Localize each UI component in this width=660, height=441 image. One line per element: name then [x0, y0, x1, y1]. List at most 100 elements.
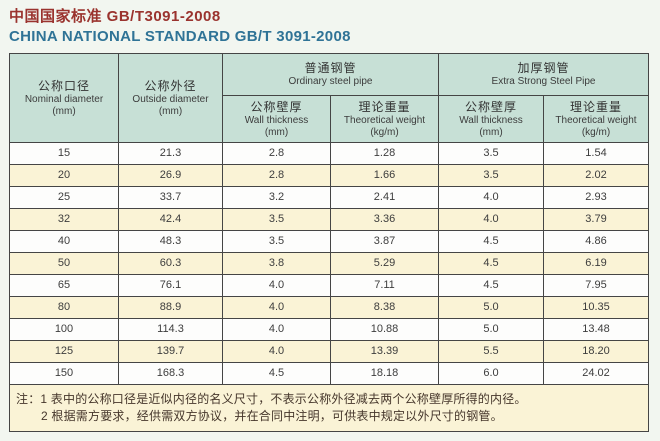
pipe-spec-table: 公称口径 Nominal diameter (mm) 公称外径 Outside …: [8, 52, 650, 433]
ordinary-wall-thickness-cell: 4.0: [222, 339, 331, 363]
notes-cell: 注：1 表中的公称口径是近似内径的名义尺寸，不表示公称外径减去两个公称壁厚所得的…: [8, 383, 650, 433]
table-row: 40 48.3 3.5 3.87 4.5 4.86: [9, 229, 650, 253]
table-row: 125 139.7 4.0 13.39 5.5 18.20: [9, 339, 650, 363]
ordinary-wall-thickness-cell: 3.5: [222, 229, 331, 253]
ordinary-wall-thickness-cell: 3.8: [222, 251, 331, 275]
header-nominal-diameter-en: Nominal diameter: [24, 93, 104, 105]
table-row: 15 21.3 2.8 1.28 3.5 1.54: [9, 141, 650, 165]
nominal-diameter-cell: 125: [9, 339, 119, 363]
extra-wall-thickness-cell: 3.5: [438, 163, 544, 187]
note-line-1: 注：1 表中的公称口径是近似内径的名义尺寸，不表示公称外径减去两个公称壁厚所得的…: [16, 391, 527, 406]
outside-diameter-cell: 76.1: [118, 273, 223, 297]
extra-weight-cell: 1.54: [542, 141, 650, 165]
header-ordinary-weight-unit: (kg/m): [370, 127, 399, 138]
ordinary-weight-cell: 1.66: [330, 163, 439, 187]
extra-weight-cell: 4.86: [542, 229, 650, 253]
extra-wall-thickness-cell: 4.5: [438, 229, 544, 253]
extra-wall-thickness-cell: 4.5: [438, 251, 544, 275]
header-group-ordinary-en: Ordinary steel pipe: [288, 76, 373, 88]
ordinary-weight-cell: 3.36: [330, 207, 439, 231]
ordinary-weight-cell: 5.29: [330, 251, 439, 275]
header-extra-wall-zh: 公称壁厚: [464, 99, 517, 114]
outside-diameter-cell: 88.9: [118, 295, 223, 319]
table-row: 80 88.9 4.0 8.38 5.0 10.35: [9, 295, 650, 319]
ordinary-wall-thickness-cell: 2.8: [222, 163, 331, 187]
table-row: 150 168.3 4.5 18.18 6.0 24.02: [9, 361, 650, 385]
extra-wall-thickness-cell: 4.0: [438, 207, 544, 231]
header-extra-wall-unit: (mm): [479, 127, 503, 138]
header-extra-weight-en: Theoretical weight: [555, 114, 637, 126]
header-ordinary-wall-en: Wall thickness: [244, 114, 309, 126]
outside-diameter-cell: 42.4: [118, 207, 223, 231]
header-row-groups: 公称口径 Nominal diameter (mm) 公称外径 Outside …: [9, 52, 650, 143]
header-ordinary-weight-zh: 理论重量: [358, 99, 411, 114]
header-outside-diameter-zh: 公称外径: [144, 78, 197, 93]
extra-wall-thickness-cell: 5.5: [438, 339, 544, 363]
extra-weight-cell: 13.48: [542, 317, 650, 341]
header-extra-weight: 理论重量 Theoretical weight (kg/m): [542, 94, 650, 143]
outside-diameter-cell: 114.3: [118, 317, 223, 341]
header-extra-wall-thickness: 公称壁厚 Wall thickness (mm): [438, 94, 544, 143]
extra-weight-cell: 10.35: [542, 295, 650, 319]
outside-diameter-cell: 139.7: [118, 339, 223, 363]
header-group-ordinary-zh: 普通钢管: [304, 61, 357, 76]
nominal-diameter-cell: 25: [9, 185, 119, 209]
note-line-2: 2 根据需方要求，经供需双方协议，并在合同中注明，可供表中规定以外尺寸的钢管。: [41, 408, 503, 423]
ordinary-wall-thickness-cell: 4.0: [222, 317, 331, 341]
header-extra-weight-unit: (kg/m): [581, 127, 611, 138]
extra-wall-thickness-cell: 5.0: [438, 295, 544, 319]
title-english: CHINA NATIONAL STANDARD GB/T 3091-2008: [9, 28, 351, 46]
extra-wall-thickness-cell: 4.0: [438, 185, 544, 209]
header-nominal-diameter-unit: (mm): [52, 106, 76, 117]
nominal-diameter-cell: 150: [9, 361, 119, 385]
nominal-diameter-cell: 65: [9, 273, 119, 297]
table-row: 100 114.3 4.0 10.88 5.0 13.48: [9, 317, 650, 341]
ordinary-weight-cell: 8.38: [330, 295, 439, 319]
extra-wall-thickness-cell: 6.0: [438, 361, 544, 385]
ordinary-weight-cell: 7.11: [330, 273, 439, 297]
outside-diameter-cell: 60.3: [118, 251, 223, 275]
nominal-diameter-cell: 40: [9, 229, 119, 253]
header-ordinary-wall-thickness: 公称壁厚 Wall thickness (mm): [222, 94, 331, 143]
nominal-diameter-cell: 20: [9, 163, 119, 187]
table-row: 65 76.1 4.0 7.11 4.5 7.95: [9, 273, 650, 297]
header-outside-diameter-en: Outside diameter: [132, 93, 209, 105]
ordinary-wall-thickness-cell: 4.0: [222, 273, 331, 297]
outside-diameter-cell: 33.7: [118, 185, 223, 209]
header-group-ordinary-pipe: 普通钢管 Ordinary steel pipe: [222, 52, 439, 96]
title-block: 中国国家标准 GB/T3091-2008 CHINA NATIONAL STAN…: [0, 0, 660, 48]
header-outside-diameter-unit: (mm): [158, 106, 183, 117]
ordinary-weight-cell: 1.28: [330, 141, 439, 165]
outside-diameter-cell: 48.3: [118, 229, 223, 253]
ordinary-weight-cell: 10.88: [330, 317, 439, 341]
ordinary-weight-cell: 3.87: [330, 229, 439, 253]
header-group-extra-en: Extra Strong Steel Pipe: [491, 76, 596, 88]
ordinary-weight-cell: 2.41: [330, 185, 439, 209]
header-ordinary-weight-en: Theoretical weight: [343, 114, 426, 126]
outside-diameter-cell: 21.3: [118, 141, 223, 165]
title-chinese: 中国国家标准 GB/T3091-2008: [9, 8, 221, 25]
header-ordinary-weight: 理论重量 Theoretical weight (kg/m): [330, 94, 439, 143]
outside-diameter-cell: 168.3: [118, 361, 223, 385]
ordinary-weight-cell: 13.39: [330, 339, 439, 363]
extra-weight-cell: 18.20: [542, 339, 650, 363]
extra-wall-thickness-cell: 5.0: [438, 317, 544, 341]
header-extra-weight-zh: 理论重量: [570, 99, 623, 114]
header-ordinary-wall-zh: 公称壁厚: [250, 99, 303, 114]
extra-weight-cell: 3.79: [542, 207, 650, 231]
header-nominal-diameter-zh: 公称口径: [37, 78, 90, 93]
header-group-extra-strong-pipe: 加厚钢管 Extra Strong Steel Pipe: [437, 52, 650, 96]
nominal-diameter-cell: 100: [9, 317, 119, 341]
nominal-diameter-cell: 32: [9, 207, 119, 231]
ordinary-wall-thickness-cell: 3.2: [222, 185, 331, 209]
extra-weight-cell: 7.95: [542, 273, 650, 297]
nominal-diameter-cell: 50: [9, 251, 119, 275]
nominal-diameter-cell: 15: [9, 141, 119, 165]
header-ordinary-wall-unit: (mm): [264, 127, 289, 138]
extra-weight-cell: 6.19: [542, 251, 650, 275]
header-nominal-diameter: 公称口径 Nominal diameter (mm): [9, 52, 119, 143]
ordinary-wall-thickness-cell: 4.5: [222, 361, 331, 385]
extra-wall-thickness-cell: 3.5: [438, 141, 544, 165]
notes-row: 注：1 表中的公称口径是近似内径的名义尺寸，不表示公称外径减去两个公称壁厚所得的…: [8, 383, 650, 433]
header-extra-wall-en: Wall thickness: [459, 114, 523, 126]
